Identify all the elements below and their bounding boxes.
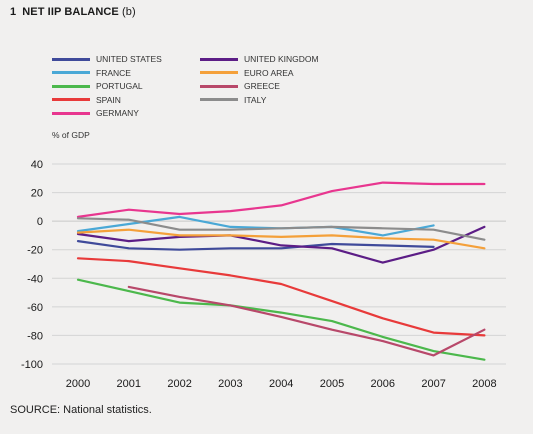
legend-label: SPAIN <box>96 94 121 105</box>
series-line-united-kingdom <box>76 225 486 264</box>
source-note: SOURCE: National statistics. <box>10 404 152 416</box>
legend-swatch <box>200 57 238 61</box>
legend-label: FRANCE <box>96 67 131 78</box>
y-tick-label: -100 <box>21 359 43 371</box>
series-line-france <box>76 215 435 237</box>
chart-number: 1 <box>10 6 17 18</box>
x-tick-label: 2000 <box>66 378 90 390</box>
legend-item-germany: GERMANY <box>52 107 139 119</box>
line-chart: 40 20 0 -20 -40 -60 -80 -100 2000 2001 2002 2003 200… <box>21 159 506 390</box>
legend-item-greece: GREECE <box>200 80 280 92</box>
legend-label: EURO AREA <box>244 67 294 78</box>
legend-label: UNITED STATES <box>96 54 162 64</box>
legend-label: GERMANY <box>96 108 139 119</box>
series-line-greece <box>127 285 486 357</box>
legend-swatch <box>52 111 90 115</box>
series-line-euro-area <box>76 228 486 250</box>
legend-item-euro-area: EURO AREA <box>200 67 294 79</box>
legend-swatch <box>52 98 90 102</box>
y-axis-label: % of GDP <box>52 130 90 140</box>
x-tick-label: 2002 <box>167 378 191 390</box>
series-line-spain <box>76 257 486 337</box>
legend-swatch <box>200 98 238 102</box>
legend-swatch <box>200 84 238 88</box>
y-tick-label: -80 <box>27 330 43 342</box>
legend-item-italy: ITALY <box>200 94 266 106</box>
x-tick-label: 2003 <box>218 378 242 390</box>
legend-item-france: FRANCE <box>52 67 131 79</box>
legend-label: PORTUGAL <box>96 81 143 92</box>
legend-item-spain: SPAIN <box>52 94 121 106</box>
legend-swatch <box>200 71 238 75</box>
legend-label: ITALY <box>244 94 267 105</box>
legend-label: GREECE <box>244 81 280 92</box>
x-tick-label: 2006 <box>371 378 395 390</box>
chart-title: 1 NET IIP BALANCE (b) <box>10 6 136 18</box>
legend-label: UNITED KINGDOM <box>244 54 319 64</box>
legend-item-united-states: UNITED STATES <box>52 53 162 65</box>
x-tick-label: 2008 <box>472 378 496 390</box>
x-tick-label: 2004 <box>269 378 293 390</box>
x-tick-label: 2001 <box>117 378 141 390</box>
series-line-united-states <box>76 240 435 251</box>
legend-item-united-kingdom: UNITED KINGDOM <box>200 53 319 65</box>
y-tick-label: 40 <box>31 159 43 171</box>
legend-swatch <box>52 57 90 61</box>
y-tick-label: 0 <box>37 216 43 228</box>
y-tick-label: -60 <box>27 302 43 314</box>
x-tick-label: 2005 <box>320 378 344 390</box>
y-tick-label: -20 <box>27 245 43 257</box>
y-tick-label: 20 <box>31 188 43 200</box>
legend-item-portugal: PORTUGAL <box>52 80 143 92</box>
chart-title-suffix: (b) <box>122 6 136 18</box>
chart-legend: UNITED STATES FRANCE PORTUGAL SPAIN GERMANY U… <box>52 53 382 123</box>
y-tick-label: -40 <box>27 273 43 285</box>
series-line-italy <box>76 217 486 241</box>
series-line-germany <box>76 181 486 218</box>
x-tick-label: 2007 <box>421 378 445 390</box>
legend-swatch <box>52 71 90 75</box>
chart-title-text: NET IIP BALANCE <box>22 6 119 18</box>
legend-swatch <box>52 84 90 88</box>
series-line-portugal <box>76 278 486 361</box>
